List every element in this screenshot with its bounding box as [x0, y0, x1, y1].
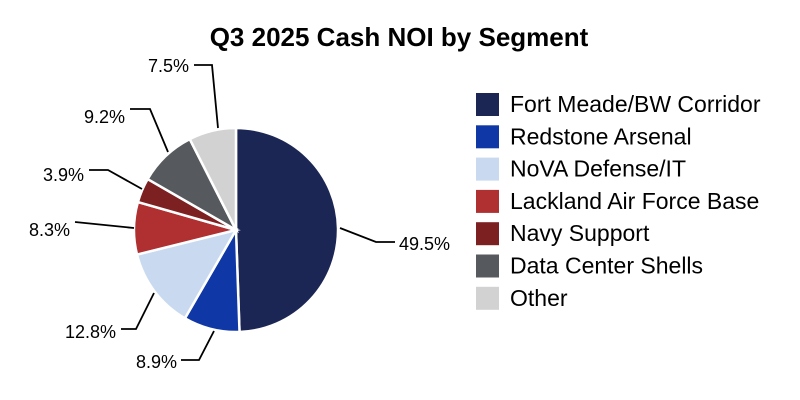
legend-label-navy-support: Navy Support — [510, 220, 650, 246]
legend-swatch-navy-support — [476, 222, 499, 246]
pie-slices — [132, 126, 340, 334]
leader-line-lackland-air-force-base — [74, 221, 135, 229]
chart-title: Q3 2025 Cash NOI by Segment — [210, 22, 589, 52]
legend-label-redstone-arsenal: Redstone Arsenal — [510, 123, 692, 149]
legend-swatch-data-center-shells — [476, 254, 499, 278]
legend-label-other: Other — [510, 285, 568, 311]
pct-label-data-center-shells: 9.2% — [84, 107, 125, 127]
pie-slice-fort-meade-bw-corridor — [234, 126, 340, 334]
pct-label-redstone-arsenal: 8.9% — [136, 352, 177, 372]
pie-slice-other — [188, 126, 238, 231]
leader-line-data-center-shells — [130, 108, 169, 153]
pct-label-nova-defense-it: 12.8% — [65, 322, 116, 342]
legend: Fort Meade/BW Corridor Redstone Arsenal No… — [476, 91, 761, 311]
leader-line-fort-meade-bw-corridor — [339, 227, 395, 243]
pct-label-lackland-air-force-base: 8.3% — [29, 220, 70, 240]
legend-swatch-other — [476, 286, 499, 310]
legend-label-data-center-shells: Data Center Shells — [510, 253, 703, 279]
legend-swatch-redstone-arsenal — [476, 125, 499, 149]
leader-line-navy-support — [89, 169, 143, 190]
leader-line-other — [194, 64, 219, 129]
leader-lines — [74, 64, 395, 361]
legend-label-fort-meade-bw-corridor: Fort Meade/BW Corridor — [510, 91, 761, 117]
legend-label-lackland-air-force-base: Lackland Air Force Base — [510, 188, 759, 214]
leader-line-redstone-arsenal — [181, 330, 215, 361]
legend-swatch-lackland-air-force-base — [476, 189, 499, 213]
pie-slice-nova-defense-it — [135, 228, 239, 321]
percent-labels: 49.5% 8.9% 12.8% 8.3% 3.9% 9.2% 7.5% — [29, 56, 450, 372]
leader-line-nova-defense-it — [121, 292, 155, 330]
legend-swatch-nova-defense-it — [476, 157, 499, 181]
legend-swatch-fort-meade-bw-corridor — [476, 93, 499, 116]
pct-label-navy-support: 3.9% — [43, 165, 84, 185]
pct-label-fort-meade-bw-corridor: 49.5% — [399, 234, 450, 254]
legend-label-nova-defense-it: NoVA Defense/IT — [510, 156, 686, 182]
pct-label-other: 7.5% — [148, 56, 189, 76]
